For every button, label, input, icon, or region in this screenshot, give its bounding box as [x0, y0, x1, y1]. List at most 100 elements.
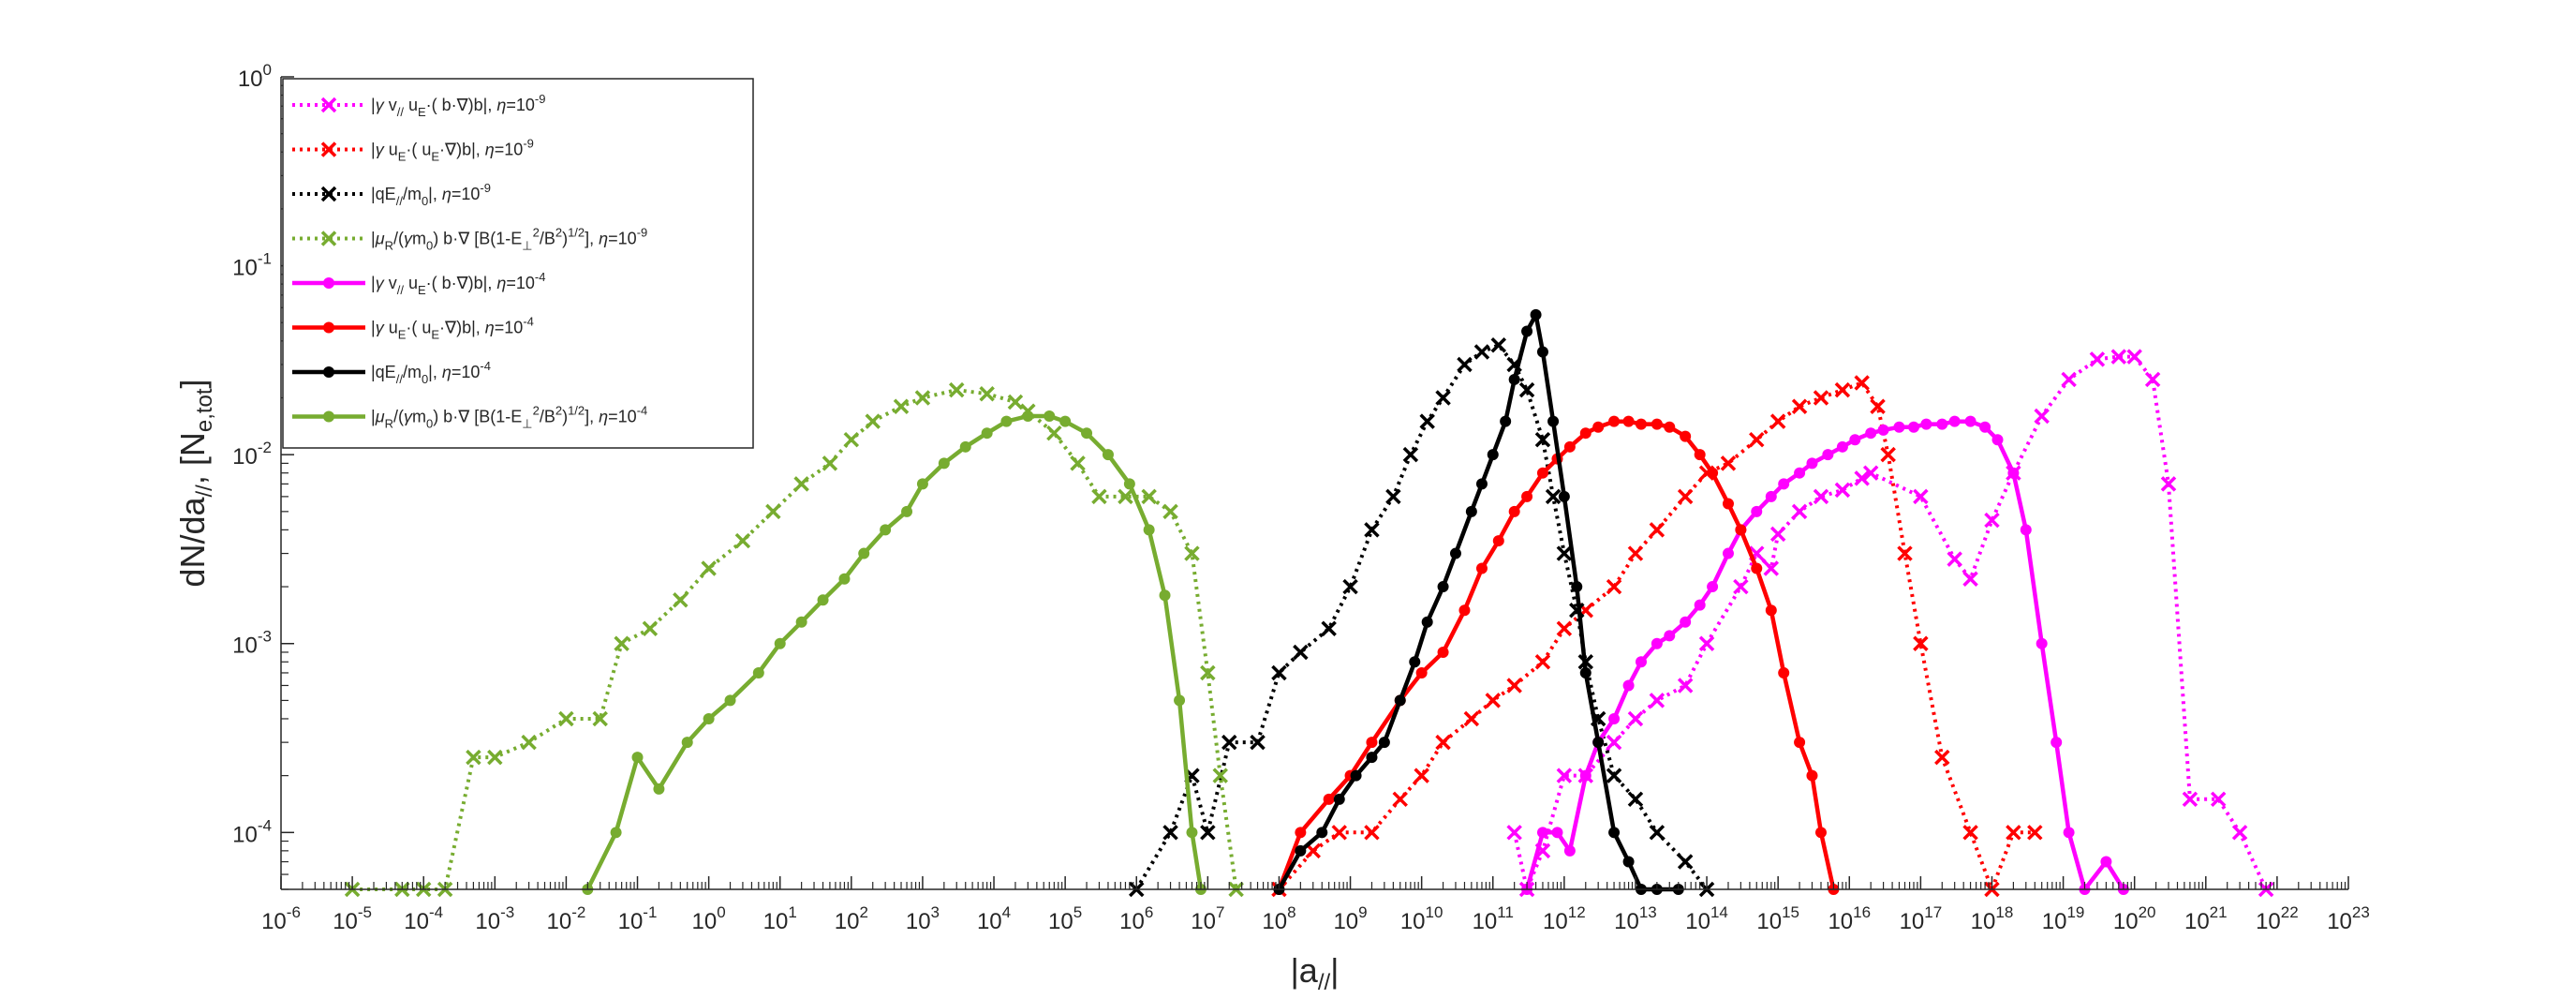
- y-tick-label: 10-2: [232, 439, 272, 470]
- data-point: [614, 635, 629, 651]
- data-point: [2110, 349, 2127, 365]
- data-point: [1378, 737, 1390, 749]
- data-point: [1437, 646, 1449, 658]
- data-point: [1606, 734, 1622, 751]
- data-point: [1435, 734, 1451, 751]
- data-point: [1813, 390, 1829, 406]
- legend-item-s8: |μR/(γm0) b·∇ [B(1-E⊥2/B2)1/2], η=10-4: [292, 404, 647, 431]
- data-point: [1649, 825, 1666, 841]
- data-point: [1979, 421, 1991, 433]
- data-point: [2231, 825, 2248, 841]
- data-point: [1622, 856, 1635, 868]
- data-point: [1579, 769, 1591, 782]
- data-point: [1536, 827, 1548, 839]
- data-point: [1350, 769, 1362, 782]
- data-point: [1854, 375, 1870, 391]
- data-point: [1536, 346, 1548, 358]
- data-point: [752, 666, 764, 678]
- x-tick-label: 10-6: [261, 903, 301, 934]
- data-point: [1123, 478, 1135, 490]
- data-point: [1394, 694, 1406, 707]
- data-point: [2007, 467, 2020, 479]
- data-point: [1518, 381, 1535, 398]
- data-point: [1680, 616, 1692, 628]
- legend-item-s6: |γ uE·( uE·∇)b|, η=10-4: [292, 315, 534, 342]
- data-point: [466, 749, 481, 766]
- x-tick-label: 102: [835, 903, 868, 934]
- data-point: [1508, 505, 1520, 517]
- data-point: [838, 573, 851, 585]
- data-point: [2061, 371, 2077, 388]
- x-tick-label: 10-4: [404, 903, 443, 934]
- data-point: [653, 783, 665, 795]
- data-point: [1490, 337, 1507, 353]
- data-point: [1159, 589, 1171, 602]
- data-point: [1534, 431, 1551, 448]
- data-point: [2126, 349, 2142, 365]
- x-tick-label: 104: [977, 903, 1011, 934]
- x-tick-label: 103: [906, 903, 940, 934]
- x-tick-label: 101: [763, 903, 797, 934]
- data-point: [1485, 693, 1501, 708]
- data-point: [1962, 571, 1978, 587]
- data-point: [1622, 679, 1635, 692]
- x-tick-label: 1017: [1900, 903, 1943, 934]
- data-point: [1694, 599, 1706, 611]
- data-point: [822, 455, 838, 471]
- x-axis-label: |a//|: [1290, 951, 1339, 995]
- data-point: [916, 478, 928, 490]
- data-point: [1200, 825, 1216, 841]
- data-point: [2036, 637, 2048, 649]
- data-point: [865, 413, 881, 429]
- data-point: [959, 440, 971, 453]
- x-tick-label: 1023: [2327, 903, 2370, 934]
- data-point: [1500, 415, 1512, 427]
- data-point: [914, 390, 931, 406]
- data-point: [1834, 381, 1851, 398]
- legend-swatch-marker: [320, 142, 337, 157]
- data-point: [1579, 427, 1591, 440]
- data-point: [681, 737, 693, 749]
- data-point: [1962, 825, 1978, 841]
- x-tick-label: 10-5: [333, 903, 372, 934]
- data-point: [1880, 446, 1896, 463]
- data-point: [1342, 578, 1358, 595]
- data-point: [1862, 465, 1879, 481]
- data-point: [1948, 415, 1961, 427]
- data-point: [1664, 630, 1676, 642]
- data-point: [1392, 791, 1408, 808]
- data-point: [1722, 498, 1734, 510]
- data-point: [1920, 418, 1932, 430]
- data-point: [1563, 440, 1576, 453]
- legend-swatch-marker: [320, 186, 337, 202]
- data-point: [1991, 434, 2004, 446]
- data-point: [1409, 656, 1421, 668]
- data-point: [1822, 449, 1834, 461]
- x-tick-label: 1015: [1756, 903, 1799, 934]
- x-tick-label: 105: [1048, 903, 1082, 934]
- data-point: [1419, 413, 1435, 429]
- data-point: [1174, 694, 1186, 707]
- data-point: [793, 476, 809, 492]
- data-point: [1463, 710, 1480, 727]
- x-tick-label: 109: [1333, 903, 1367, 934]
- data-point: [1722, 547, 1734, 559]
- data-point: [1551, 827, 1563, 839]
- data-point: [1521, 325, 1533, 337]
- data-point: [1007, 394, 1024, 410]
- data-point: [1680, 430, 1692, 442]
- series-s8: [582, 410, 1207, 895]
- axis-labels: |a//| dN/da//, [Ne,tot]: [173, 379, 1340, 995]
- data-point: [1913, 488, 1929, 505]
- data-point: [1627, 545, 1644, 561]
- legend-item-s4: |μR/(γm0) b·∇ [B(1-E⊥2/B2)1/2], η=10-9: [292, 226, 647, 253]
- x-tick-label: 1018: [1971, 903, 2014, 934]
- data-point: [1778, 666, 1790, 678]
- x-tick-label: 1020: [2113, 903, 2156, 934]
- data-point: [1508, 373, 1520, 385]
- data-point: [673, 592, 688, 608]
- data-point: [1556, 768, 1573, 783]
- data-point: [631, 752, 644, 764]
- data-point: [1323, 793, 1335, 805]
